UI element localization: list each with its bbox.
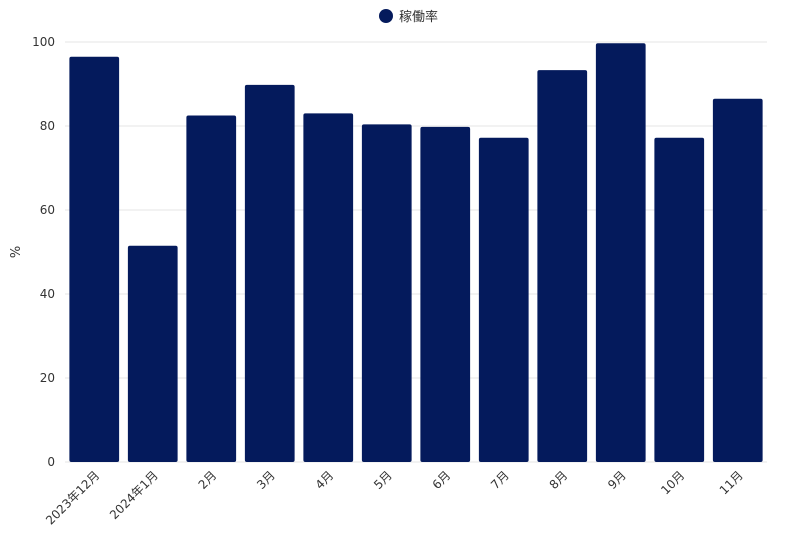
y-axis-title: %	[9, 246, 24, 258]
x-tick-label: 2月	[196, 468, 220, 492]
gridlines	[65, 41, 767, 463]
bar-1[interactable]	[127, 245, 178, 462]
legend-swatch-icon	[379, 9, 393, 23]
bar-7[interactable]	[478, 137, 529, 462]
y-tick-label: 80	[40, 119, 55, 133]
bar-8[interactable]	[537, 70, 588, 462]
bar-4[interactable]	[303, 113, 354, 463]
x-tick-label: 6月	[430, 468, 454, 492]
y-axis-ticks: 0 20 40 60 80 100	[32, 35, 55, 469]
y-tick-label: 0	[47, 455, 55, 469]
bar-11[interactable]	[712, 98, 763, 462]
bars	[69, 43, 763, 463]
bar-6[interactable]	[420, 126, 471, 462]
x-tick-label: 7月	[488, 468, 512, 492]
bar-0[interactable]	[69, 56, 120, 462]
x-tick-label: 8月	[547, 468, 571, 492]
bar-9[interactable]	[595, 43, 646, 462]
bar-10[interactable]	[654, 137, 705, 462]
x-tick-label: 3月	[254, 468, 278, 492]
x-tick-label: 2024年1月	[107, 468, 161, 522]
y-tick-label: 40	[40, 287, 55, 301]
y-tick-label: 20	[40, 371, 55, 385]
legend[interactable]: 稼働率	[379, 9, 438, 25]
x-axis-ticks: 2023年12月 2024年1月 2月 3月 4月 5月 6月 7月 8月 9月 10月 11月	[43, 468, 746, 527]
bar-5[interactable]	[361, 124, 412, 462]
x-tick-label: 9月	[605, 468, 629, 492]
bar-3[interactable]	[244, 84, 295, 462]
bar-2[interactable]	[186, 115, 237, 463]
x-tick-label: 11月	[717, 468, 746, 497]
legend-label: 稼働率	[399, 9, 438, 25]
x-tick-label: 5月	[371, 468, 395, 492]
y-tick-label: 60	[40, 203, 55, 217]
x-tick-label: 2023年12月	[43, 468, 102, 527]
y-tick-label: 100	[32, 35, 55, 49]
x-tick-label: 10月	[658, 468, 687, 497]
x-tick-label: 4月	[313, 468, 337, 492]
